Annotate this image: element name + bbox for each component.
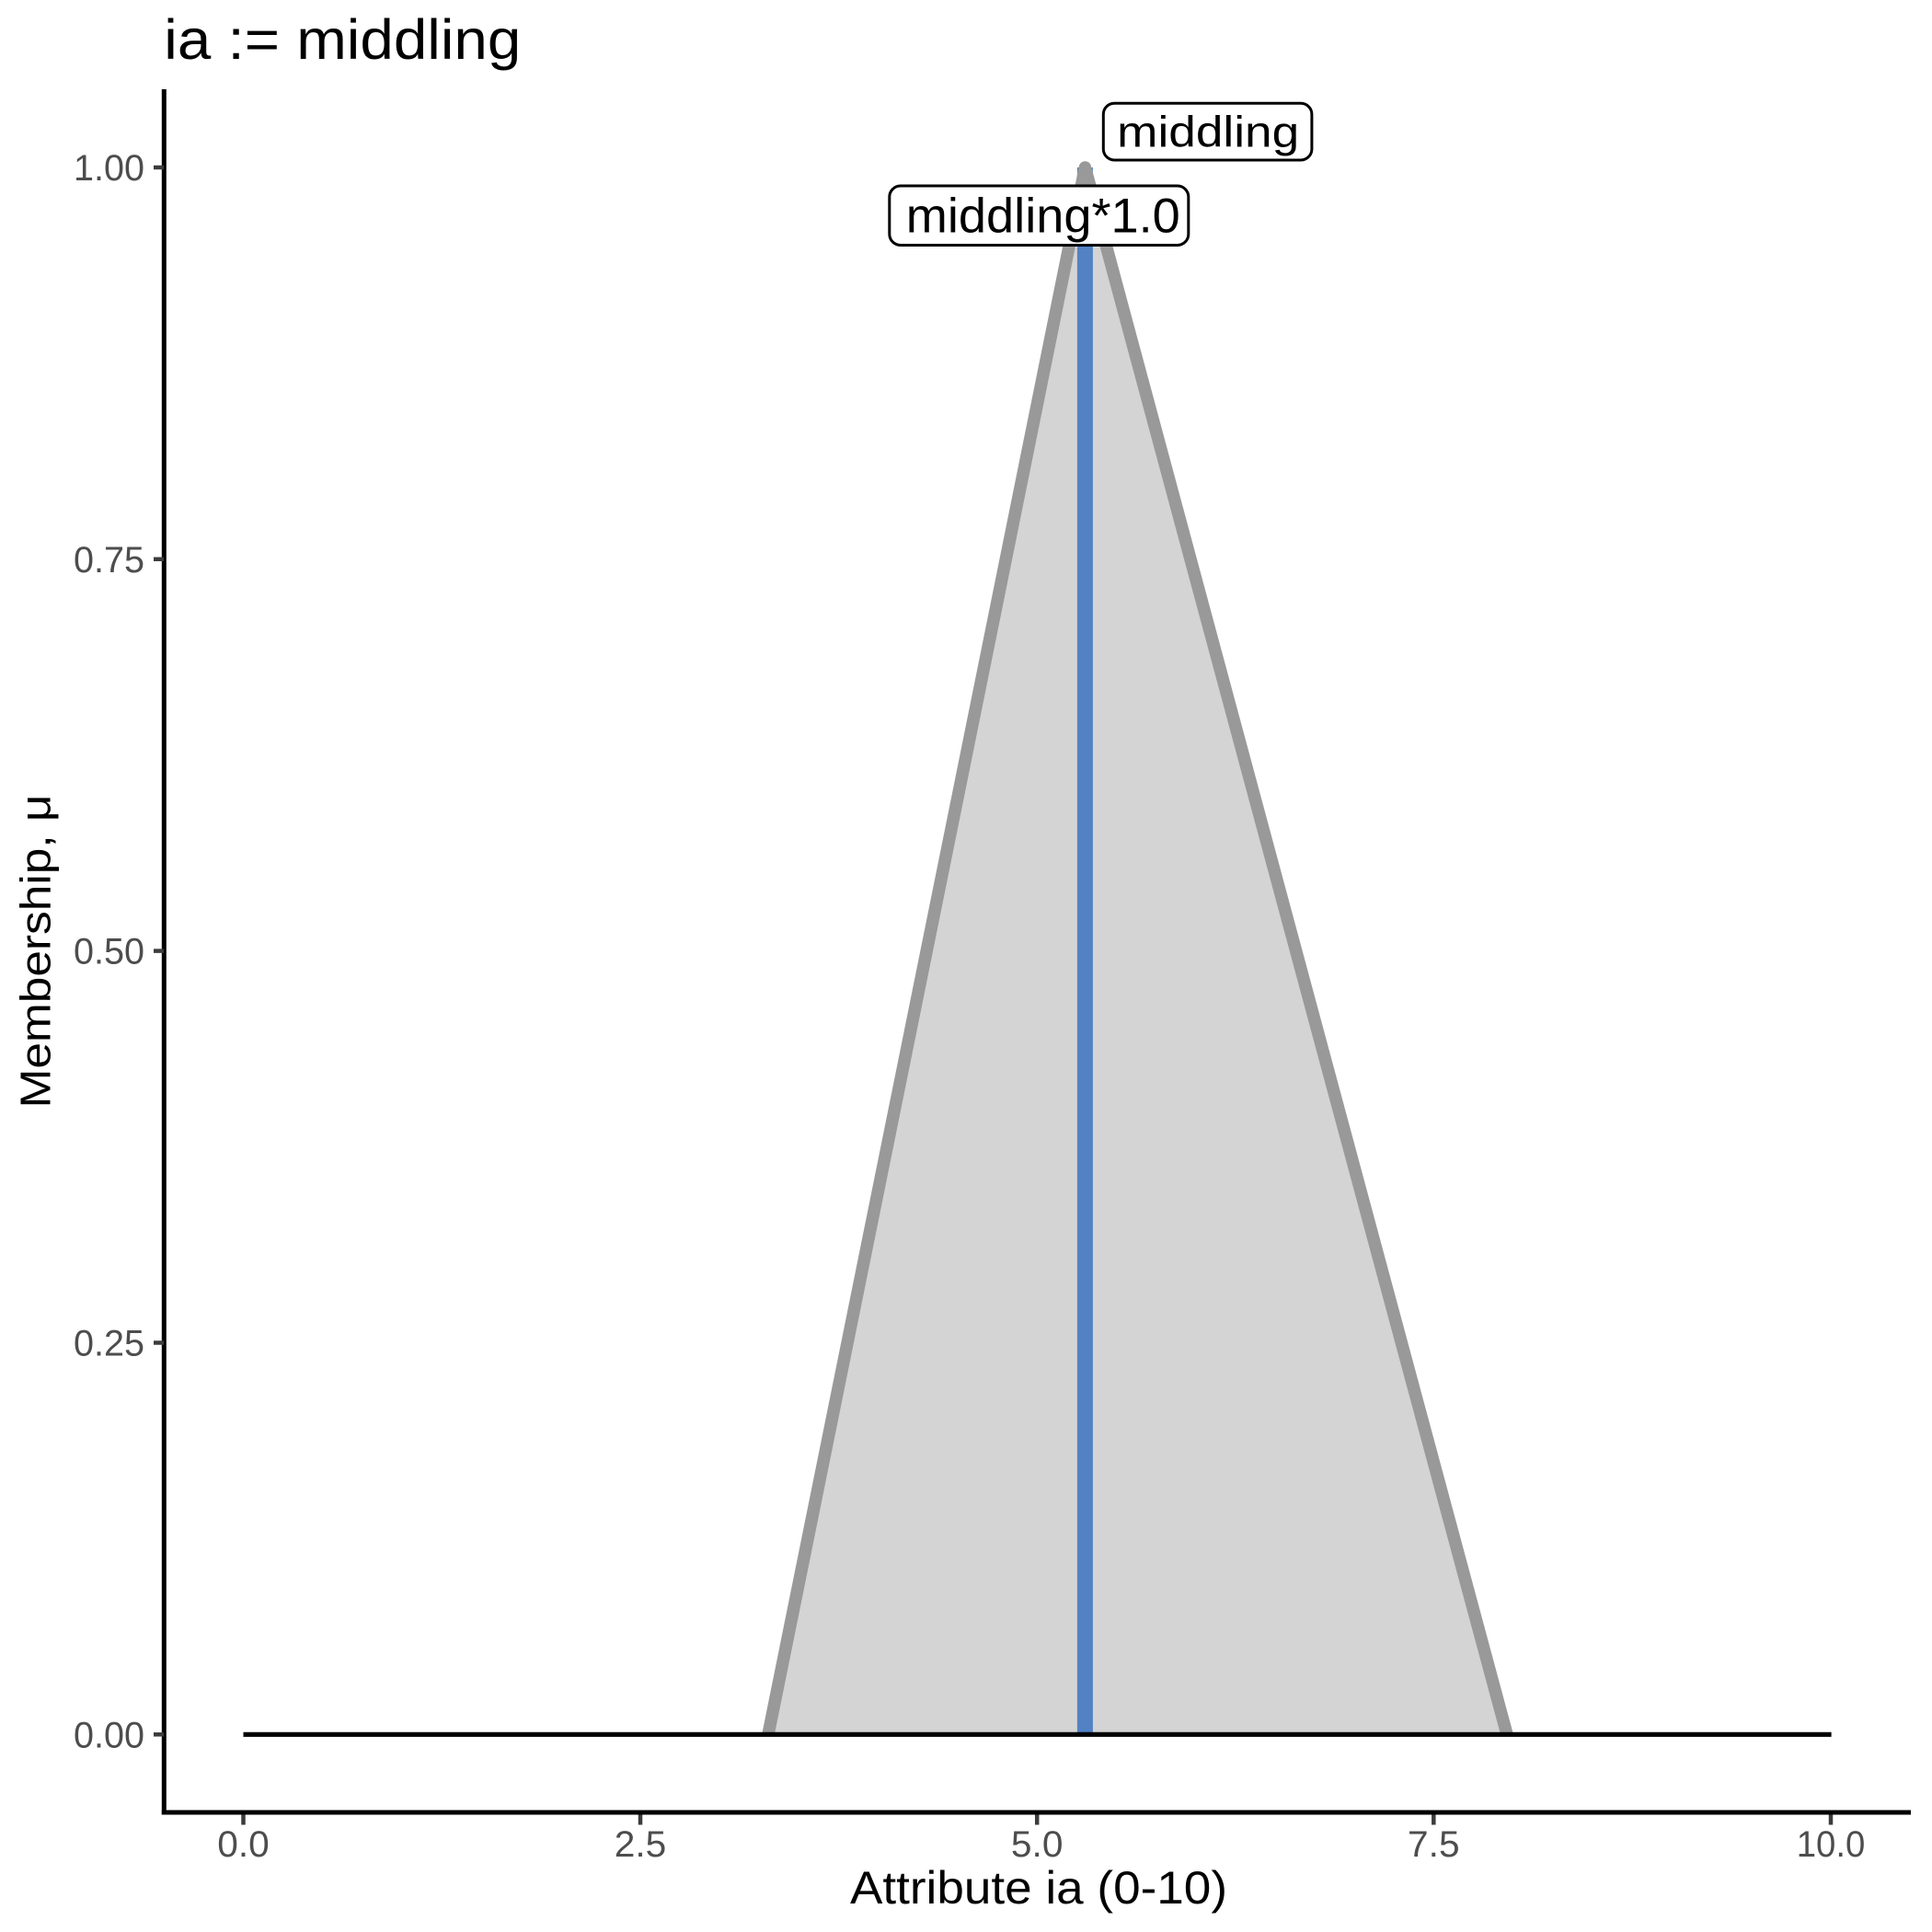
svg-text:0.25: 0.25 xyxy=(74,1324,144,1364)
svg-text:0.0: 0.0 xyxy=(217,1824,270,1865)
svg-text:middling: middling xyxy=(1117,107,1299,155)
svg-text:5.0: 5.0 xyxy=(1011,1824,1064,1865)
svg-text:2.5: 2.5 xyxy=(615,1824,667,1865)
svg-text:10.0: 10.0 xyxy=(1797,1824,1866,1865)
svg-text:1.00: 1.00 xyxy=(74,148,144,189)
svg-text:0.00: 0.00 xyxy=(74,1715,144,1755)
svg-text:middling*1.0: middling*1.0 xyxy=(906,190,1180,244)
svg-text:ia := middling: ia := middling xyxy=(164,8,521,71)
svg-text:0.75: 0.75 xyxy=(74,540,144,581)
svg-text:7.5: 7.5 xyxy=(1408,1824,1460,1865)
svg-text:Membership, μ: Membership, μ xyxy=(12,795,60,1109)
svg-text:0.50: 0.50 xyxy=(74,932,144,972)
svg-text:Attribute ia (0-10): Attribute ia (0-10) xyxy=(850,1862,1227,1914)
